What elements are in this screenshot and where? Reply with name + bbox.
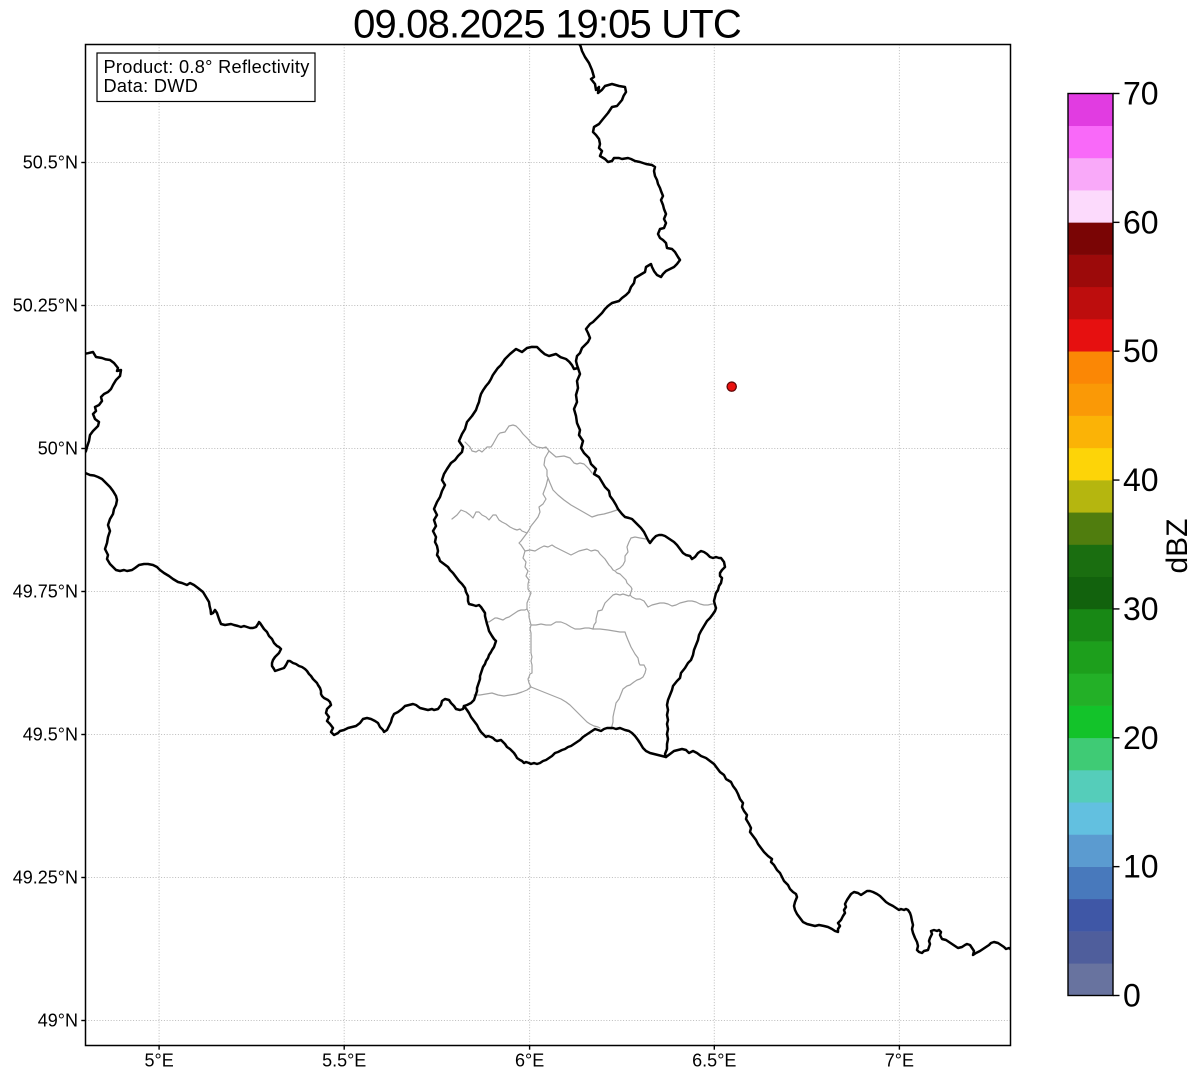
svg-text:Data: DWD: Data: DWD — [104, 76, 199, 96]
svg-text:Product: 0.8° Reflectivity: Product: 0.8° Reflectivity — [104, 57, 311, 77]
svg-text:50°N: 50°N — [38, 439, 78, 459]
svg-text:50.25°N: 50.25°N — [13, 296, 78, 316]
svg-text:49°N: 49°N — [38, 1011, 78, 1031]
svg-text:49.5°N: 49.5°N — [23, 725, 78, 745]
svg-text:70: 70 — [1123, 76, 1159, 112]
svg-text:dBZ: dBZ — [1161, 518, 1194, 573]
svg-text:40: 40 — [1123, 462, 1159, 498]
svg-text:49.25°N: 49.25°N — [13, 868, 78, 888]
svg-text:09.08.2025 19:05 UTC: 09.08.2025 19:05 UTC — [353, 3, 741, 47]
svg-text:49.75°N: 49.75°N — [13, 582, 78, 602]
svg-text:20: 20 — [1123, 720, 1159, 756]
svg-text:50.5°N: 50.5°N — [23, 153, 78, 173]
svg-text:6.5°E: 6.5°E — [692, 1051, 736, 1071]
svg-text:7°E: 7°E — [885, 1051, 914, 1071]
svg-text:6°E: 6°E — [515, 1051, 544, 1071]
svg-text:30: 30 — [1123, 591, 1159, 627]
svg-text:5°E: 5°E — [144, 1051, 173, 1071]
svg-text:10: 10 — [1123, 849, 1159, 885]
svg-text:50: 50 — [1123, 333, 1159, 369]
svg-text:0: 0 — [1123, 978, 1141, 1014]
svg-text:60: 60 — [1123, 204, 1159, 240]
svg-text:5.5°E: 5.5°E — [322, 1051, 366, 1071]
